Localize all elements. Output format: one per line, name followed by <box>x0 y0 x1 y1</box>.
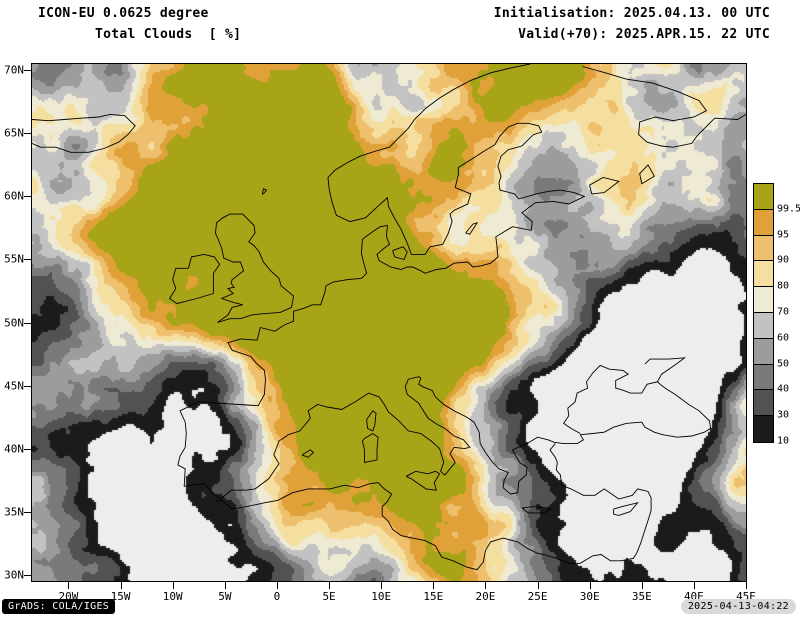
lat-tick <box>24 448 31 450</box>
grads-credit-badge: GrADS: COLA/IGES <box>2 599 116 614</box>
colorbar-segment <box>754 390 773 417</box>
colorbar-label: 99.5 <box>777 203 800 215</box>
colorbar-segment <box>754 287 773 313</box>
colorbar-label: 50 <box>777 358 790 370</box>
lat-tick <box>24 196 31 198</box>
valid-time-label: Valid(+70): 2025.APR.15. 22 UTC <box>518 27 770 42</box>
lon-tick-label: 10E <box>371 590 392 603</box>
coastline-path <box>220 364 712 500</box>
coastline-path <box>589 177 620 195</box>
colorbar-segment <box>754 184 773 210</box>
lat-tick <box>24 385 31 387</box>
lon-tick <box>485 582 487 589</box>
lon-tick-label: 5W <box>218 590 232 603</box>
lon-tick-label: 0 <box>273 590 281 603</box>
lon-tick <box>433 582 435 589</box>
coastline-path <box>465 222 479 235</box>
lat-tick-label: 40N <box>4 442 24 456</box>
init-time-label: Initialisation: 2025.04.13. 00 UTC <box>493 6 770 21</box>
lon-tick-label: 10W <box>162 590 183 603</box>
colorbar-segment <box>754 235 773 262</box>
coastline-path <box>613 502 639 516</box>
coastline-path <box>177 64 586 500</box>
lon-tick <box>381 582 383 589</box>
coastline-path <box>215 213 295 323</box>
lon-tick <box>746 582 747 589</box>
colorbar-label: 60 <box>777 332 790 344</box>
lat-tick-label: 45N <box>4 379 24 393</box>
lon-tick-label: 30E <box>579 590 600 603</box>
lat-tick-label: 55N <box>4 252 24 266</box>
lon-tick <box>172 582 174 589</box>
lon-tick <box>120 582 122 589</box>
lon-tick-label: 35E <box>631 590 652 603</box>
lat-tick <box>24 133 31 135</box>
lat-tick-label: 70N <box>4 63 24 77</box>
lon-tick-label: 15E <box>423 590 444 603</box>
lat-tick <box>24 511 31 513</box>
coastline-path <box>215 443 652 571</box>
coastline-path <box>582 66 746 148</box>
colorbar-segment <box>754 364 773 391</box>
lon-tick <box>276 582 278 589</box>
colorbar-label: 40 <box>777 383 790 395</box>
coastline-path <box>392 246 408 261</box>
colorbar-label: 10 <box>777 435 790 447</box>
lat-tick <box>24 70 31 72</box>
coastline-path <box>405 470 441 491</box>
colorbar-segment <box>754 261 773 288</box>
lon-tick <box>589 582 591 589</box>
model-title: ICON-EU 0.0625 degree <box>38 6 209 21</box>
map-plot-area: 70N 65N 60N 55N 50N 45N 40N 35N 30N 20W 15W 10W 5W 0… <box>4 63 756 603</box>
colorbar-label: 90 <box>777 254 790 266</box>
lon-tick <box>641 582 643 589</box>
lon-tick-label: 25E <box>527 590 548 603</box>
coastline-path <box>639 164 655 185</box>
lat-tick-label: 65N <box>4 126 24 140</box>
colorbar-segment <box>754 312 773 339</box>
lat-tick-label: 50N <box>4 316 24 329</box>
lon-tick-label: 20E <box>475 590 496 603</box>
coastline-path <box>301 449 315 458</box>
lon-tick <box>537 582 539 589</box>
lon-tick <box>224 582 226 589</box>
lat-tick <box>24 322 31 324</box>
lat-tick <box>24 574 31 576</box>
colorbar-label: 80 <box>777 280 790 292</box>
lat-tick-label: 30N <box>4 568 24 582</box>
lon-tick-label: 15W <box>110 590 131 603</box>
coastline-path <box>168 253 221 305</box>
lat-tick-label: 60N <box>4 189 24 203</box>
colorbar <box>753 183 774 443</box>
coastline-path <box>521 506 553 514</box>
coastline-path <box>644 357 687 383</box>
lon-tick <box>68 582 70 589</box>
cloud-field-canvas <box>32 64 746 581</box>
colorbar-segment <box>754 209 773 236</box>
colorbar-label: 30 <box>777 409 790 421</box>
lon-tick-label: 5E <box>322 590 336 603</box>
colorbar-segment <box>754 416 773 442</box>
colorbar-label: 95 <box>777 229 790 241</box>
field-title: Total Clouds [ %] <box>95 27 242 42</box>
coastline-path <box>261 188 268 195</box>
lon-tick <box>693 582 695 589</box>
coastline-path <box>361 432 379 464</box>
coastline-path <box>32 113 136 153</box>
colorbar-segment <box>754 338 773 365</box>
lat-tick-label: 35N <box>4 505 24 519</box>
lon-tick <box>329 582 331 589</box>
colorbar-label: 70 <box>777 306 790 318</box>
coastline-path <box>366 410 377 432</box>
lat-tick <box>24 259 31 261</box>
coastlines-overlay <box>32 64 746 571</box>
creation-timestamp: 2025-04-13-04:22 <box>680 599 796 614</box>
